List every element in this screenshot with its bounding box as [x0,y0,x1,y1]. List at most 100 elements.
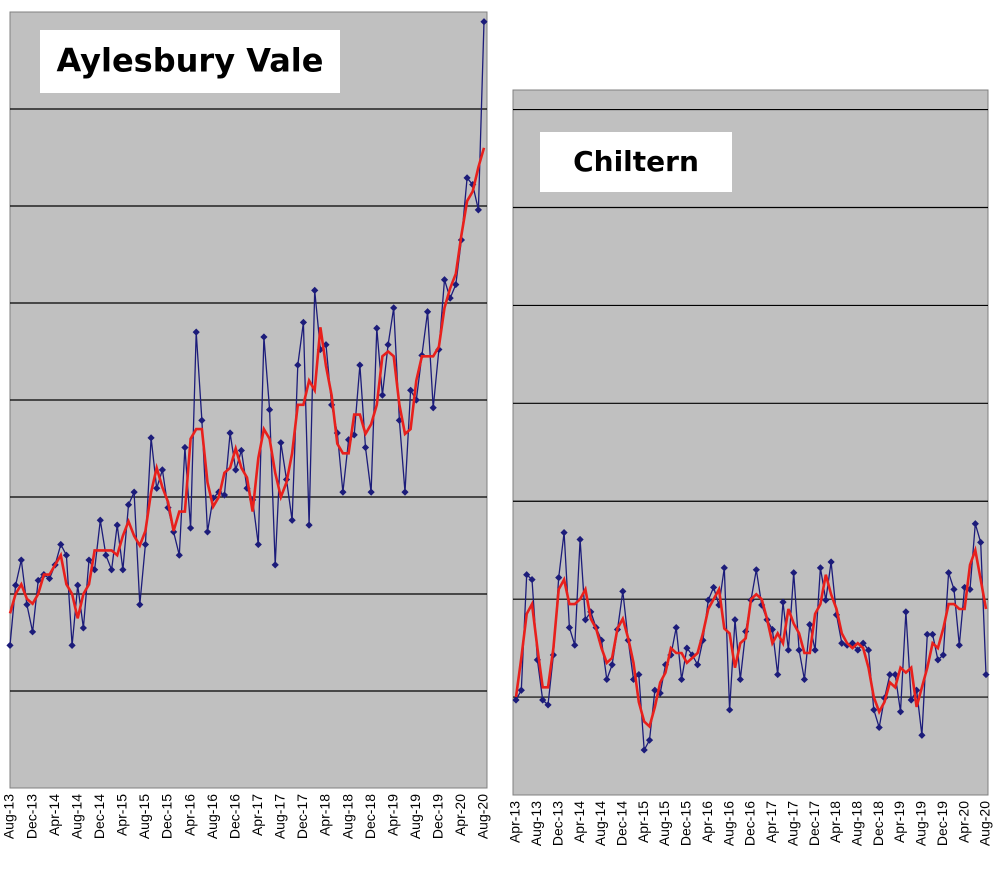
chart: Aug-13 Dec-13 Apr-14 Aug-14 Dec-14 Apr-15 Aug-… [1,11,491,839]
data-point [800,675,809,684]
data-point [423,308,432,316]
data-point [774,670,782,679]
data-point [726,706,734,714]
data-point [147,434,155,442]
data-point [939,651,947,659]
data-point [731,616,739,624]
x-tick-label: Dec-19 [430,794,446,839]
x-tick-label: Dec-16 [742,801,758,846]
x-tick-label: Aug-16 [204,794,220,839]
data-point [752,566,760,574]
data-point [68,641,76,650]
data-point [158,466,166,474]
x-tick-label: Dec-17 [806,801,822,846]
data-point [704,596,712,604]
x-tick-label: Aug-15 [136,794,152,839]
data-point [677,675,686,684]
data-point [198,416,206,424]
data-point [896,708,905,716]
data-point [130,488,138,496]
data-point [870,706,878,714]
data-point [440,276,449,284]
data-point [902,608,910,616]
data-point [294,361,302,369]
data-point [28,628,37,636]
data-point [768,625,776,634]
data-point [816,564,825,572]
x-tick-label: Dec-18 [362,794,378,839]
data-point [271,561,279,569]
x-tick-label: Apr-20 [955,801,971,843]
data-point [843,641,851,649]
data-point [107,566,116,574]
x-tick-label: Aug-17 [272,794,288,839]
x-tick-label: Apr-15 [114,794,130,836]
data-point [683,644,691,652]
x-tick-label: Apr-14 [571,801,587,843]
data-point [17,556,25,564]
data-point [45,574,54,583]
data-point [203,528,212,536]
data-point [6,641,14,650]
data-point [136,601,144,609]
data-point [555,574,563,582]
x-tick-label: Aug-19 [913,801,929,846]
data-point [645,736,654,744]
chart-title: Aylesbury Vale [57,42,324,80]
x-tick-label: Aug-19 [407,794,423,839]
data-point [891,670,899,679]
data-point [971,520,979,528]
data-point [446,294,454,302]
data-point [480,18,488,26]
data-point [544,701,552,709]
x-tick-label: Apr-18 [317,794,333,836]
x-tick-label: Apr-16 [699,801,715,843]
data-point [62,551,71,559]
data-point [961,583,969,592]
x-tick-label: Apr-18 [827,801,843,843]
data-point [790,569,798,577]
x-tick-label: Apr-17 [763,801,779,843]
data-point [209,494,217,502]
data-point [124,501,133,509]
data-point [378,391,387,399]
x-tick-label: Apr-19 [891,801,907,843]
series-line [514,545,988,729]
data-point [635,670,643,679]
x-tick-label: Dec-14 [614,801,630,846]
data-point [966,585,974,593]
x-tick-label: Aug-18 [849,801,865,846]
data-point [237,446,245,455]
data-point [186,524,195,532]
data-point [950,585,958,593]
x-tick-label: Dec-16 [226,794,242,839]
data-point [795,646,803,654]
data-point [339,488,347,496]
data-point [226,429,234,437]
data-point [277,439,285,447]
data-point [934,656,942,664]
data-point [581,616,590,624]
data-point [955,641,963,649]
data-point [474,206,482,214]
data-point [859,639,867,647]
x-tick-label: Apr-19 [384,794,400,836]
data-point [23,601,31,609]
x-tick-label: Apr-20 [452,794,468,836]
data-point [384,341,392,349]
x-tick-label: Aug-20 [977,801,993,846]
data-point [619,587,627,595]
data-point [806,621,814,629]
data-point [102,551,110,559]
data-point [512,696,520,704]
x-tick-label: Aug-15 [656,801,672,846]
data-point [12,581,20,589]
data-point [710,583,718,592]
data-point [560,528,568,537]
data-point [603,675,611,684]
data-point [305,521,313,529]
data-point [401,488,409,496]
title-box [540,132,732,192]
x-tick-label: Aug-16 [720,801,736,846]
